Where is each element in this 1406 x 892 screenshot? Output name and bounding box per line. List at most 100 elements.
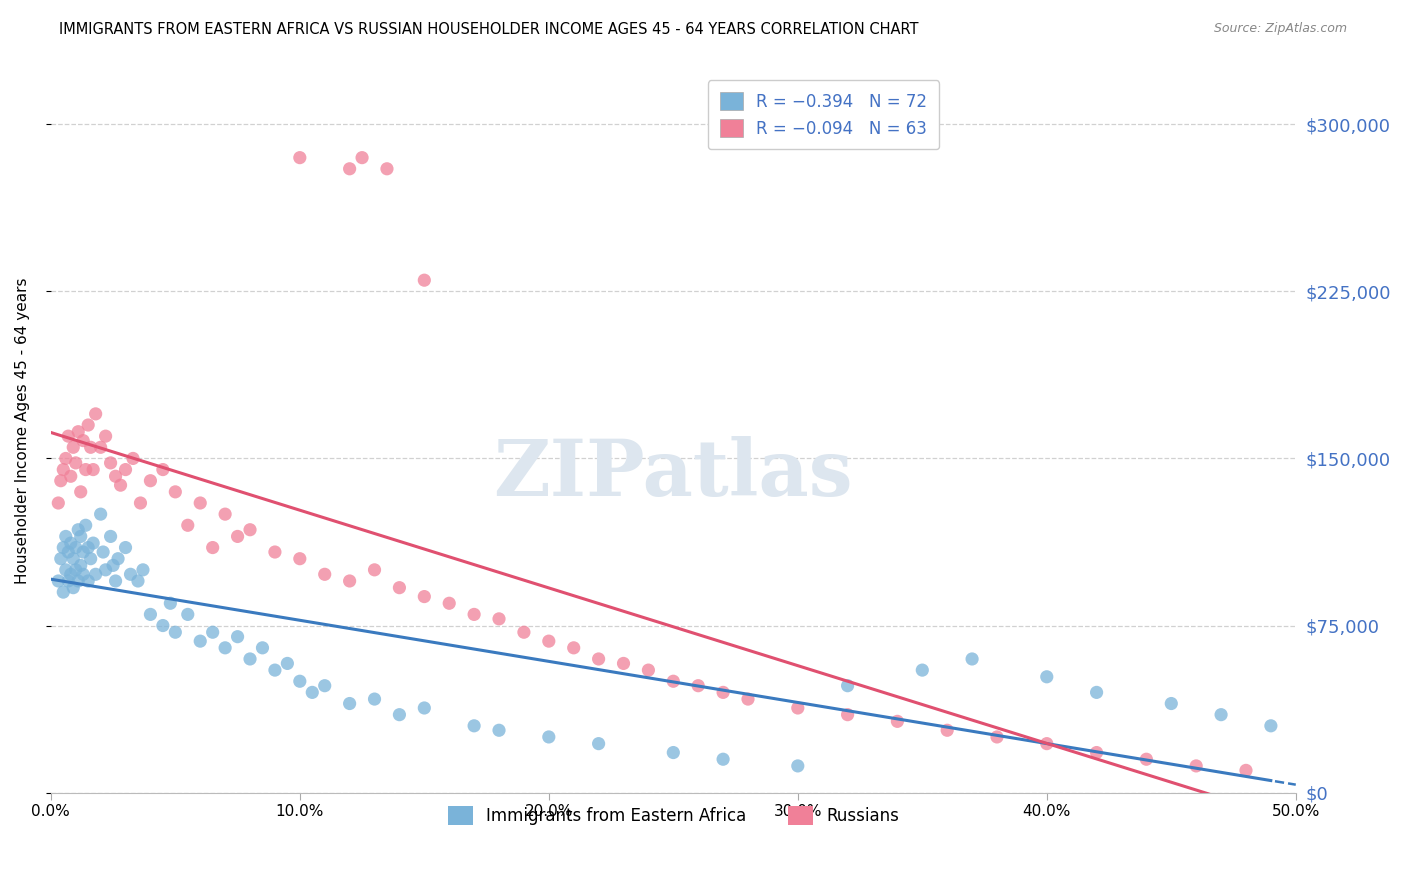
Point bbox=[188, 634, 211, 648]
Point bbox=[463, 719, 485, 733]
Point bbox=[120, 567, 142, 582]
Point bbox=[314, 679, 336, 693]
Point bbox=[488, 723, 510, 738]
Point bbox=[177, 518, 200, 533]
Point bbox=[55, 529, 77, 543]
Point bbox=[90, 507, 112, 521]
Point bbox=[84, 407, 107, 421]
Point bbox=[75, 462, 97, 476]
Point bbox=[588, 652, 610, 666]
Point bbox=[437, 596, 460, 610]
Point bbox=[1160, 697, 1182, 711]
Point bbox=[388, 707, 411, 722]
Point bbox=[58, 574, 80, 588]
Point bbox=[82, 462, 104, 476]
Point bbox=[58, 545, 80, 559]
Point bbox=[114, 462, 136, 476]
Point bbox=[214, 640, 236, 655]
Point bbox=[94, 429, 117, 443]
Text: ZIPatlas: ZIPatlas bbox=[494, 436, 853, 512]
Point bbox=[513, 625, 536, 640]
Point bbox=[188, 496, 211, 510]
Point bbox=[786, 701, 808, 715]
Point bbox=[84, 567, 107, 582]
Point bbox=[1185, 759, 1208, 773]
Text: Source: ZipAtlas.com: Source: ZipAtlas.com bbox=[1213, 22, 1347, 36]
Point bbox=[49, 474, 72, 488]
Point bbox=[107, 551, 129, 566]
Point bbox=[91, 545, 114, 559]
Point bbox=[1135, 752, 1157, 766]
Point bbox=[339, 161, 361, 176]
Point bbox=[77, 417, 100, 432]
Point bbox=[69, 484, 91, 499]
Point bbox=[165, 484, 187, 499]
Point bbox=[52, 585, 75, 599]
Point bbox=[100, 529, 122, 543]
Point bbox=[201, 541, 224, 555]
Point bbox=[612, 657, 634, 671]
Point bbox=[152, 618, 174, 632]
Point bbox=[104, 574, 127, 588]
Point bbox=[264, 545, 287, 559]
Point bbox=[375, 161, 398, 176]
Point bbox=[100, 456, 122, 470]
Point bbox=[127, 574, 149, 588]
Point bbox=[67, 574, 90, 588]
Point bbox=[488, 612, 510, 626]
Point bbox=[65, 563, 87, 577]
Point bbox=[62, 440, 84, 454]
Text: IMMIGRANTS FROM EASTERN AFRICA VS RUSSIAN HOUSEHOLDER INCOME AGES 45 - 64 YEARS : IMMIGRANTS FROM EASTERN AFRICA VS RUSSIA… bbox=[59, 22, 918, 37]
Point bbox=[264, 663, 287, 677]
Point bbox=[388, 581, 411, 595]
Point bbox=[413, 701, 436, 715]
Point bbox=[1209, 707, 1232, 722]
Point bbox=[122, 451, 145, 466]
Point bbox=[94, 563, 117, 577]
Point bbox=[75, 518, 97, 533]
Point bbox=[1234, 764, 1257, 778]
Point bbox=[737, 692, 759, 706]
Point bbox=[314, 567, 336, 582]
Point bbox=[77, 574, 100, 588]
Point bbox=[104, 469, 127, 483]
Point bbox=[214, 507, 236, 521]
Point bbox=[46, 574, 69, 588]
Point bbox=[537, 634, 560, 648]
Point bbox=[339, 574, 361, 588]
Point bbox=[59, 536, 82, 550]
Point bbox=[662, 674, 685, 689]
Point bbox=[72, 434, 94, 448]
Point bbox=[226, 529, 249, 543]
Point bbox=[837, 679, 859, 693]
Point bbox=[588, 737, 610, 751]
Point bbox=[65, 541, 87, 555]
Point bbox=[1260, 719, 1282, 733]
Point bbox=[59, 567, 82, 582]
Point bbox=[352, 151, 374, 165]
Point bbox=[62, 551, 84, 566]
Point bbox=[662, 746, 685, 760]
Point bbox=[239, 652, 262, 666]
Point bbox=[58, 429, 80, 443]
Point bbox=[911, 663, 934, 677]
Point bbox=[90, 440, 112, 454]
Point bbox=[165, 625, 187, 640]
Point bbox=[159, 596, 181, 610]
Point bbox=[55, 563, 77, 577]
Point bbox=[77, 541, 100, 555]
Point bbox=[413, 590, 436, 604]
Point bbox=[201, 625, 224, 640]
Point bbox=[960, 652, 983, 666]
Point bbox=[688, 679, 710, 693]
Point bbox=[49, 551, 72, 566]
Point bbox=[129, 496, 152, 510]
Point bbox=[67, 523, 90, 537]
Point bbox=[301, 685, 323, 699]
Point bbox=[363, 563, 385, 577]
Point bbox=[132, 563, 155, 577]
Point bbox=[65, 456, 87, 470]
Point bbox=[1036, 737, 1059, 751]
Point bbox=[101, 558, 124, 573]
Y-axis label: Householder Income Ages 45 - 64 years: Householder Income Ages 45 - 64 years bbox=[15, 277, 30, 584]
